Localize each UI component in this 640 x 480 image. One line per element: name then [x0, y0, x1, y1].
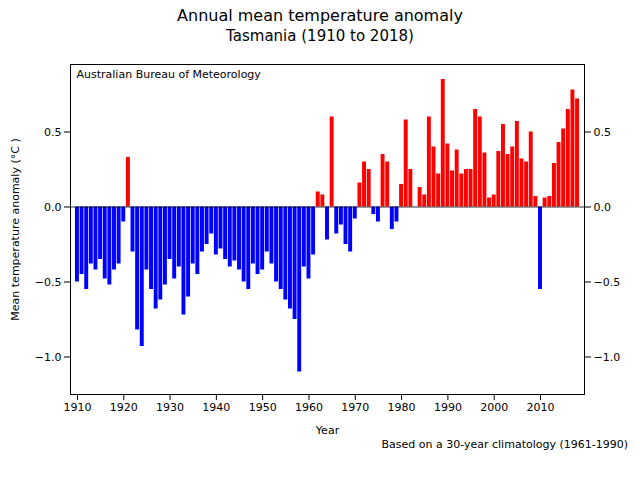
svg-text:1970: 1970 [341, 401, 369, 414]
svg-text:−1.0: −1.0 [594, 351, 621, 364]
svg-text:0.5: 0.5 [44, 126, 62, 139]
svg-text:Australian Bureau of Meteorolo: Australian Bureau of Meteorology [77, 68, 262, 81]
html-text:Annual mean temperature anomal: Annual mean temperature anomaly [177, 6, 463, 25]
html-text:Based on a 30-year climatology: Based on a 30-year climatology (1961-199… [381, 438, 628, 451]
svg-text:1940: 1940 [202, 401, 230, 414]
svg-text:1960: 1960 [295, 401, 323, 414]
svg-text:Year: Year [315, 424, 340, 437]
svg-text:1990: 1990 [434, 401, 462, 414]
svg-text:1980: 1980 [388, 401, 416, 414]
svg-text:1950: 1950 [249, 401, 277, 414]
svg-text:0.0: 0.0 [594, 201, 612, 214]
svg-text:0.5: 0.5 [594, 126, 612, 139]
svg-text:0.0: 0.0 [44, 201, 62, 214]
svg-text:1910: 1910 [63, 401, 91, 414]
svg-text:−0.5: −0.5 [594, 276, 621, 289]
svg-text:1920: 1920 [110, 401, 138, 414]
html-text:Tasmania (1910 to 2018): Tasmania (1910 to 2018) [226, 27, 414, 45]
svg-text:1930: 1930 [156, 401, 184, 414]
svg-text:−0.5: −0.5 [35, 276, 62, 289]
svg-text:Mean temperature anomaly (°C ): Mean temperature anomaly (°C ) [9, 138, 22, 320]
svg-text:−1.0: −1.0 [35, 351, 62, 364]
svg-text:2000: 2000 [480, 401, 508, 414]
svg-text:2010: 2010 [527, 401, 555, 414]
